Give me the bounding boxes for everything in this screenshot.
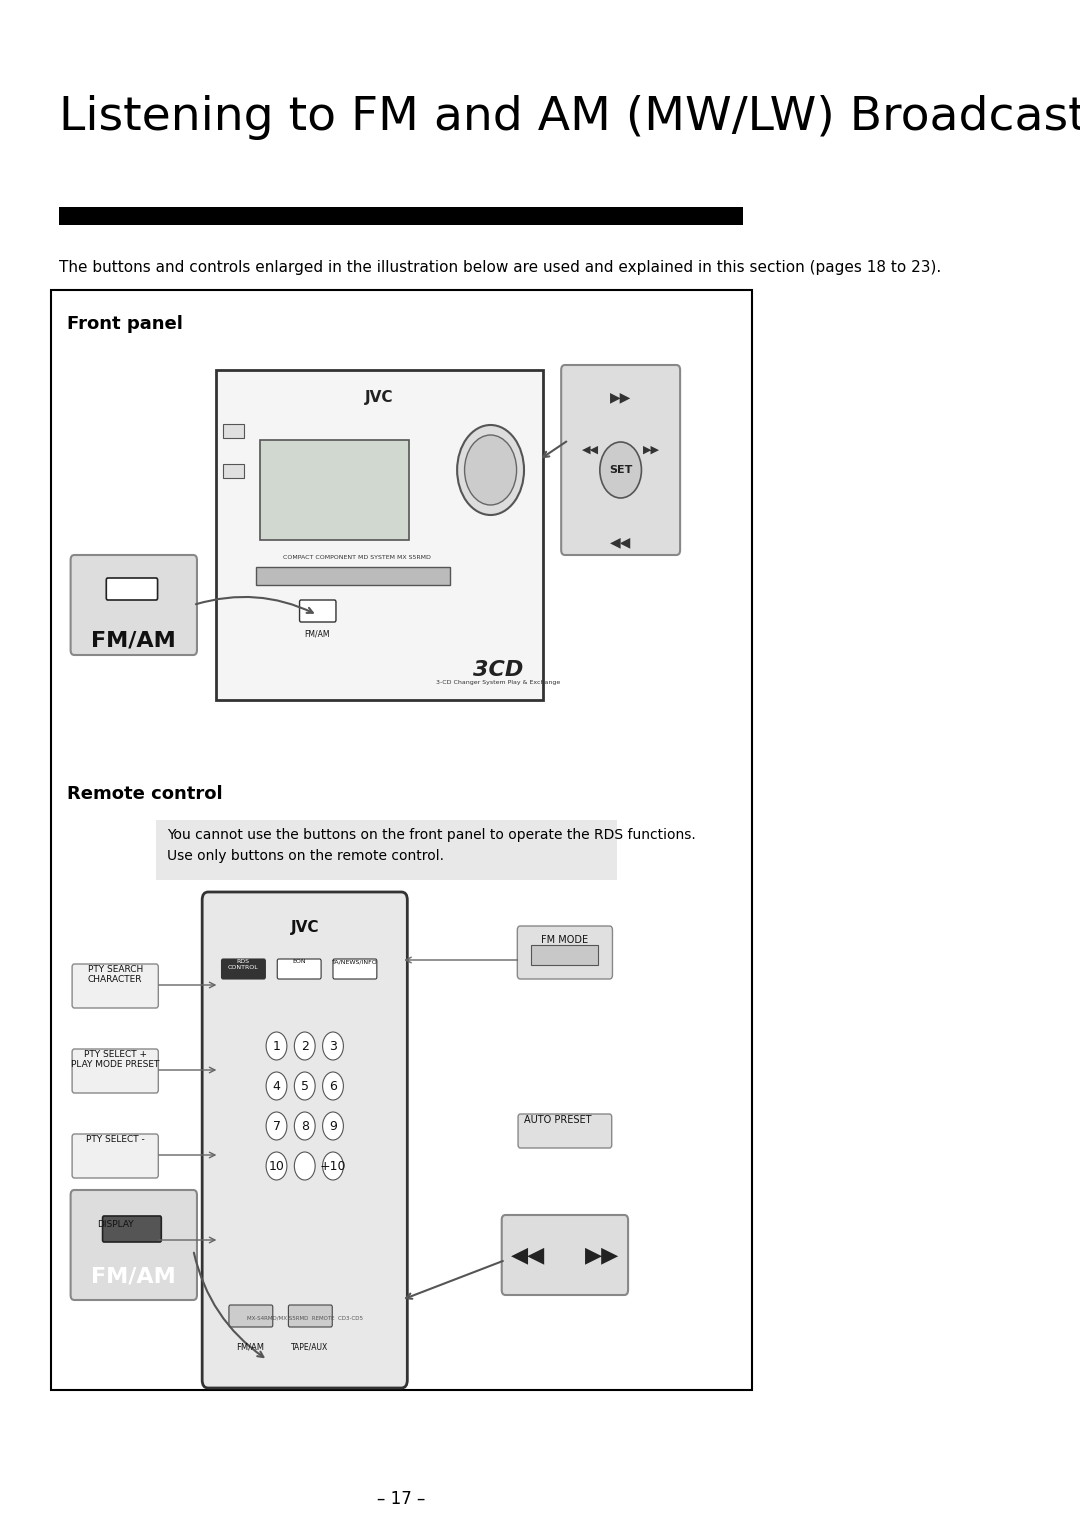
Circle shape	[295, 1152, 315, 1180]
Text: 9: 9	[329, 1120, 337, 1132]
FancyBboxPatch shape	[72, 1219, 159, 1264]
FancyBboxPatch shape	[502, 1215, 629, 1296]
FancyBboxPatch shape	[229, 1305, 273, 1326]
Text: JVC: JVC	[365, 390, 393, 405]
Text: Front panel: Front panel	[67, 315, 183, 333]
Text: – 17 –: – 17 –	[377, 1490, 426, 1508]
Text: 3CD: 3CD	[473, 660, 523, 680]
FancyBboxPatch shape	[260, 440, 409, 539]
FancyBboxPatch shape	[72, 1050, 159, 1093]
Text: 2: 2	[301, 1039, 309, 1053]
Circle shape	[266, 1031, 287, 1060]
Text: 5: 5	[300, 1079, 309, 1093]
Text: TAPE/AUX: TAPE/AUX	[292, 1343, 328, 1352]
FancyBboxPatch shape	[202, 892, 407, 1387]
Text: ▶▶: ▶▶	[644, 445, 660, 455]
Text: AUTO PRESET: AUTO PRESET	[524, 1115, 592, 1125]
Text: PTY SEARCH
CHARACTER: PTY SEARCH CHARACTER	[87, 966, 143, 984]
FancyBboxPatch shape	[221, 960, 266, 979]
Text: DISPLAY: DISPLAY	[97, 1219, 134, 1229]
Text: 1: 1	[272, 1039, 281, 1053]
Text: FM/AM: FM/AM	[237, 1343, 265, 1352]
Circle shape	[464, 435, 516, 504]
Text: ◀◀: ◀◀	[511, 1245, 544, 1265]
FancyBboxPatch shape	[51, 290, 752, 1390]
FancyBboxPatch shape	[299, 601, 336, 622]
Circle shape	[323, 1112, 343, 1140]
Text: FM/AM: FM/AM	[305, 630, 330, 639]
Text: SET: SET	[609, 465, 632, 475]
Circle shape	[295, 1073, 315, 1100]
Circle shape	[323, 1031, 343, 1060]
Text: MX-S4RMD/MX S5RMD  REMOTE  CD3-CD5: MX-S4RMD/MX S5RMD REMOTE CD3-CD5	[246, 1316, 363, 1320]
Text: PTY SELECT -: PTY SELECT -	[85, 1135, 145, 1144]
Circle shape	[457, 425, 524, 515]
Text: 6: 6	[329, 1079, 337, 1093]
FancyBboxPatch shape	[531, 944, 598, 966]
FancyBboxPatch shape	[518, 1114, 611, 1148]
Circle shape	[295, 1031, 315, 1060]
FancyBboxPatch shape	[72, 964, 159, 1008]
Text: FM MODE: FM MODE	[541, 935, 589, 944]
Text: Remote control: Remote control	[67, 785, 222, 804]
FancyBboxPatch shape	[562, 365, 680, 555]
Text: 7: 7	[272, 1120, 281, 1132]
FancyBboxPatch shape	[333, 960, 377, 979]
Circle shape	[266, 1073, 287, 1100]
Text: FM/AM: FM/AM	[92, 1267, 176, 1287]
Circle shape	[266, 1152, 287, 1180]
FancyBboxPatch shape	[59, 206, 743, 225]
FancyBboxPatch shape	[288, 1305, 333, 1326]
Text: EON: EON	[292, 960, 306, 964]
Text: The buttons and controls enlarged in the illustration below are used and explain: The buttons and controls enlarged in the…	[59, 260, 942, 275]
Circle shape	[323, 1073, 343, 1100]
Text: Listening to FM and AM (MW/LW) Broadcasts: Listening to FM and AM (MW/LW) Broadcast…	[59, 95, 1080, 141]
FancyBboxPatch shape	[256, 567, 449, 585]
Text: +10: +10	[320, 1160, 347, 1172]
FancyBboxPatch shape	[517, 926, 612, 979]
Text: 8: 8	[300, 1120, 309, 1132]
FancyBboxPatch shape	[106, 578, 158, 601]
Text: 3: 3	[329, 1039, 337, 1053]
FancyBboxPatch shape	[70, 1190, 197, 1300]
Text: ▶▶: ▶▶	[585, 1245, 619, 1265]
Circle shape	[599, 442, 642, 498]
FancyBboxPatch shape	[222, 465, 244, 478]
Text: ▶▶: ▶▶	[610, 390, 632, 403]
Text: ◀◀: ◀◀	[610, 535, 632, 549]
Circle shape	[295, 1112, 315, 1140]
Text: ◀◀: ◀◀	[582, 445, 599, 455]
FancyBboxPatch shape	[222, 423, 244, 439]
FancyBboxPatch shape	[70, 555, 197, 656]
Circle shape	[323, 1152, 343, 1180]
Text: 4: 4	[272, 1079, 281, 1093]
Text: RDS
CONTROL: RDS CONTROL	[228, 960, 258, 970]
FancyBboxPatch shape	[278, 960, 321, 979]
Text: 10: 10	[269, 1160, 284, 1172]
FancyBboxPatch shape	[216, 370, 542, 700]
Text: TA/NEWS/INFO: TA/NEWS/INFO	[332, 960, 377, 964]
FancyBboxPatch shape	[103, 1216, 161, 1242]
Text: 3-CD Changer System Play & Exchange: 3-CD Changer System Play & Exchange	[436, 680, 561, 685]
FancyBboxPatch shape	[157, 821, 617, 880]
Text: JVC: JVC	[291, 920, 319, 935]
FancyBboxPatch shape	[72, 1134, 159, 1178]
Text: FM/AM: FM/AM	[92, 630, 176, 649]
Text: COMPACT COMPONENT MD SYSTEM MX S5RMD: COMPACT COMPONENT MD SYSTEM MX S5RMD	[283, 555, 431, 559]
Text: PTY SELECT +
PLAY MODE PRESET: PTY SELECT + PLAY MODE PRESET	[71, 1050, 160, 1070]
Circle shape	[266, 1112, 287, 1140]
Text: You cannot use the buttons on the front panel to operate the RDS functions.
Use : You cannot use the buttons on the front …	[167, 828, 696, 863]
